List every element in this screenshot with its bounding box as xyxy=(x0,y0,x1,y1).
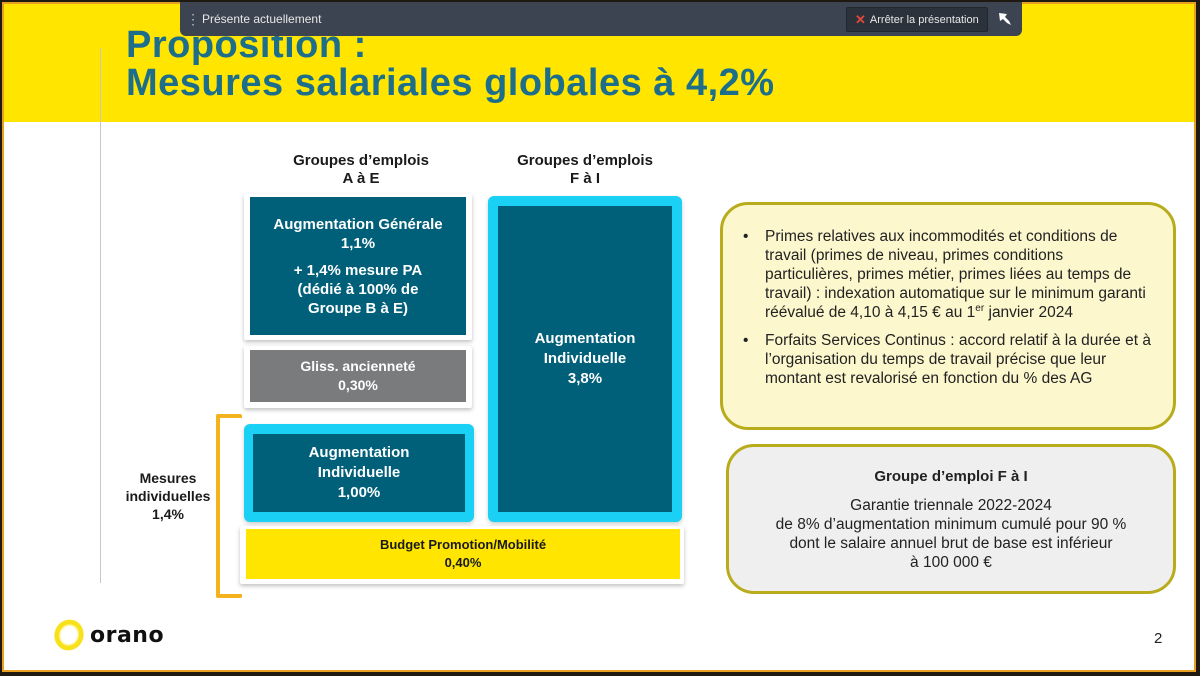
note-line: de 8% d’augmentation minimum cumulé pour… xyxy=(775,516,1127,533)
aug-indiv-ae-box: Augmentation Individuelle 1,00% xyxy=(253,434,465,512)
note-title: Groupe d’emploi F à I xyxy=(874,468,1028,485)
box-title: Gliss. ancienneté xyxy=(300,358,416,374)
bullet-text: Primes relatives aux incommodités et con… xyxy=(765,227,1153,322)
drag-handle-icon[interactable]: ⋮ xyxy=(186,10,200,27)
pin-button[interactable] xyxy=(994,8,1016,30)
column-header-f-i: Groupes d’emplois F à I xyxy=(488,152,682,188)
label-line: individuelles xyxy=(125,488,211,504)
page-number: 2 xyxy=(1154,630,1163,647)
slide-title: Proposition : Mesures salariales globale… xyxy=(126,26,775,102)
box-line: Individuelle xyxy=(317,464,401,481)
gliss-anciennete-box: Gliss. ancienneté 0,30% xyxy=(250,350,466,402)
orano-ring-icon xyxy=(54,619,84,651)
header-line: Groupes d’emplois xyxy=(293,152,429,169)
superscript: er xyxy=(975,303,985,314)
box-value: 3,8% xyxy=(567,370,603,387)
presenting-status: Présente actuellement xyxy=(202,12,322,26)
stop-presenting-button[interactable]: ✕ Arrêter la présentation xyxy=(846,7,988,32)
logo-text: orano xyxy=(90,622,165,648)
divider-line xyxy=(100,48,101,583)
bullet-text-part: Primes relatives aux incommodités et con… xyxy=(765,228,1146,321)
bracket xyxy=(216,414,242,598)
box-title: Augmentation Générale xyxy=(273,215,443,233)
bullet-item: • Primes relatives aux incommodités et c… xyxy=(741,227,1153,322)
box-line: Individuelle xyxy=(543,350,627,367)
stop-button-label: Arrêter la présentation xyxy=(869,13,979,26)
box-title: Budget Promotion/Mobilité xyxy=(379,537,547,552)
aug-generale-box: Augmentation Générale 1,1% + 1,4% mesure… xyxy=(250,197,466,335)
mesures-individuelles-label: Mesures individuelles 1,4% xyxy=(114,469,222,523)
label-line: Mesures xyxy=(139,470,197,486)
box-extra: Groupe B à E) xyxy=(307,299,408,317)
primes-note: • Primes relatives aux incommodités et c… xyxy=(720,202,1176,430)
pin-icon xyxy=(999,13,1011,25)
header-line: Groupes d’emplois xyxy=(517,152,653,169)
note-line: Garantie triennale 2022-2024 xyxy=(850,497,1052,514)
label-value: 1,4% xyxy=(152,506,184,522)
bullet-dot: • xyxy=(743,228,749,245)
box-value: 0,30% xyxy=(338,377,378,393)
aug-indiv-fi-box: Augmentation Individuelle 3,8% xyxy=(498,206,672,512)
bullet-text-part: janvier 2024 xyxy=(984,304,1073,321)
bullet-text: Forfaits Services Continus : accord rela… xyxy=(765,332,1151,387)
box-line: Augmentation xyxy=(308,444,410,461)
garantie-note: Groupe d’emploi F à I Garantie triennale… xyxy=(726,444,1176,594)
presenter-bar: ⋮ Présente actuellement ✕ Arrêter la pré… xyxy=(180,2,1022,36)
bullet-item: • Forfaits Services Continus : accord re… xyxy=(741,331,1153,388)
box-extra: (dédié à 100% de xyxy=(297,280,419,298)
header-line: F à I xyxy=(569,170,600,187)
column-header-a-e: Groupes d’emplois A à E xyxy=(250,152,472,188)
note-line: à 100 000 € xyxy=(910,554,992,571)
box-value: 0,40% xyxy=(444,555,482,570)
box-value: 1,1% xyxy=(340,234,376,252)
note-line: dont le salaire annuel brut de base est … xyxy=(789,535,1113,552)
bullet-dot: • xyxy=(743,332,749,349)
title-line-2: Mesures salariales globales à 4,2% xyxy=(126,62,775,104)
orano-logo: orano xyxy=(52,618,164,652)
close-icon: ✕ xyxy=(855,11,866,27)
box-line: Augmentation xyxy=(534,330,636,347)
box-extra: + 1,4% mesure PA xyxy=(293,261,423,279)
box-value: 1,00% xyxy=(337,484,381,501)
budget-promotion-box: Budget Promotion/Mobilité 0,40% xyxy=(246,529,680,579)
header-line: A à E xyxy=(342,170,380,187)
